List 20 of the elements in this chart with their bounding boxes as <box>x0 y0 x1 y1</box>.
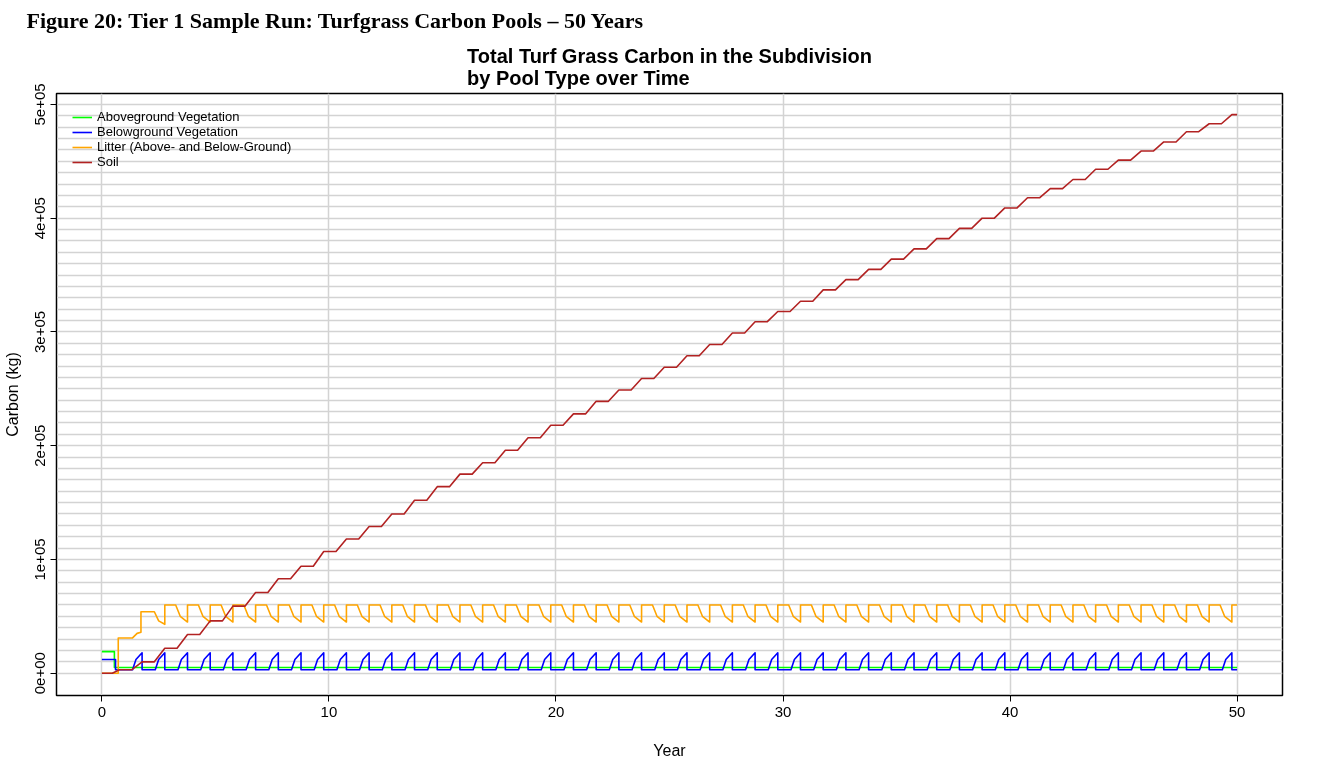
caption: Figure 20: Tier 1 Sample Run: Turfgrass Carbon Pools – 50 Years <box>26 7 644 33</box>
y-axis-title: Carbon (kg) <box>3 352 21 437</box>
x-tick-label: 10 <box>320 702 338 720</box>
x-tick-label: 40 <box>1001 702 1019 720</box>
legend-label: Litter (Above- and Below-Ground) <box>97 139 292 154</box>
y-tick-label: 3e+05 <box>31 310 49 353</box>
x-axis-title: Year <box>653 741 687 759</box>
y-tick-label: 2e+05 <box>31 424 49 467</box>
legend-label: Soil <box>97 154 119 169</box>
y-tick-label: 0e+00 <box>31 652 49 695</box>
legend-label: Belowground Vegetation <box>97 124 238 139</box>
y-tick-label: 4e+05 <box>31 197 49 240</box>
y-tick-label: 5e+05 <box>31 83 49 126</box>
x-tick-label: 0 <box>97 702 107 720</box>
chart-title: Total Turf Grass Carbon in the Subdivision by Pool Type over Time <box>467 44 872 89</box>
x-tick-label: 20 <box>547 702 565 720</box>
x-tick-label: 50 <box>1228 702 1246 720</box>
y-tick-label: 1e+05 <box>31 538 49 581</box>
x-tick-label: 30 <box>774 702 792 720</box>
legend-label: Aboveground Vegetation <box>97 109 240 124</box>
